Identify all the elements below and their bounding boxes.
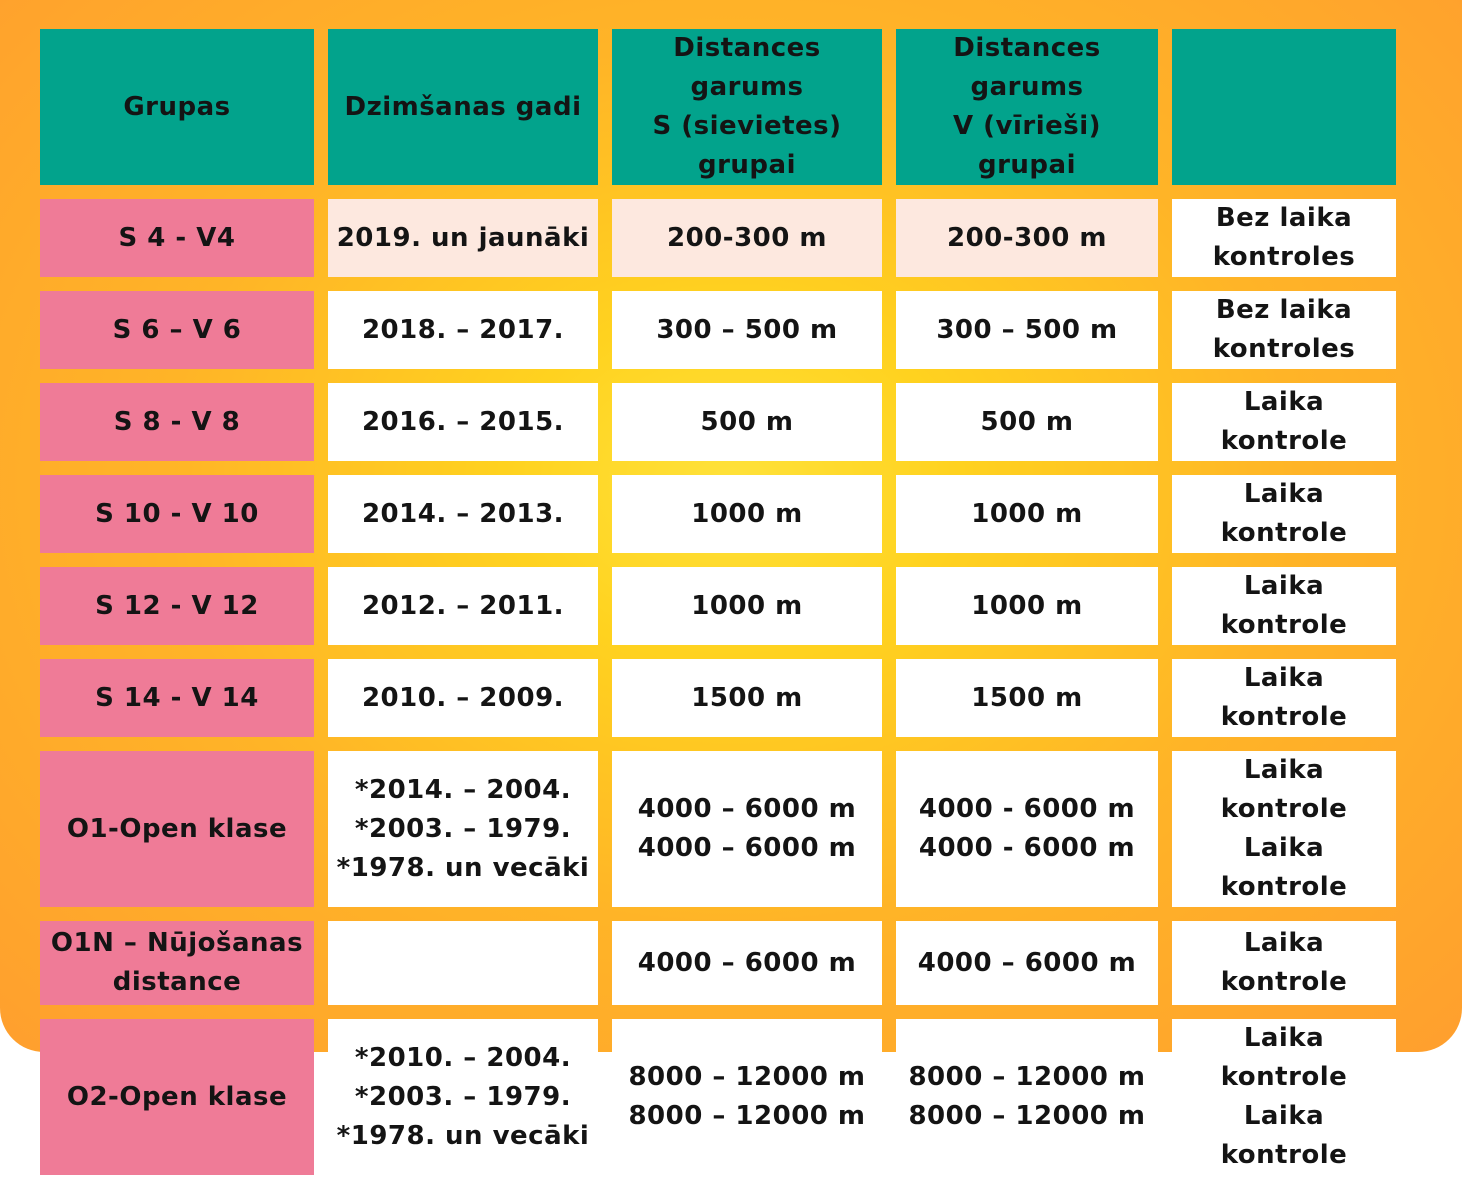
years-cell: 2019. un jaunāki [328, 199, 598, 277]
distance-v-cell: 1000 m [896, 475, 1158, 553]
years-cell: *2010. – 2004. *2003. – 1979. *1978. un … [328, 1019, 598, 1175]
distance-s-cell: 300 – 500 m [612, 291, 882, 369]
distance-s-cell: 4000 – 6000 m [612, 921, 882, 1005]
timing-cell: Laika kontrole [1172, 383, 1396, 461]
schedule-table: Grupas Dzimšanas gadi Distances garums S… [26, 15, 1410, 1189]
header-groups: Grupas [40, 29, 314, 185]
table-row: S 8 - V 8 2016. – 2015. 500 m 500 m Laik… [40, 383, 1396, 461]
timing-cell: Laika kontrole [1172, 567, 1396, 645]
group-cell: O1-Open klase [40, 751, 314, 907]
group-cell: S 8 - V 8 [40, 383, 314, 461]
years-cell: 2018. – 2017. [328, 291, 598, 369]
years-cell: 2010. – 2009. [328, 659, 598, 737]
years-cell: 2016. – 2015. [328, 383, 598, 461]
distance-s-cell: 8000 – 12000 m 8000 – 12000 m [612, 1019, 882, 1175]
header-timing [1172, 29, 1396, 185]
table-row: S 14 - V 14 2010. – 2009. 1500 m 1500 m … [40, 659, 1396, 737]
distance-s-cell: 500 m [612, 383, 882, 461]
group-cell: S 4 - V4 [40, 199, 314, 277]
distance-s-cell: 1000 m [612, 475, 882, 553]
table-row: S 6 – V 6 2018. – 2017. 300 – 500 m 300 … [40, 291, 1396, 369]
distance-v-cell: 200-300 m [896, 199, 1158, 277]
distance-v-cell: 4000 – 6000 m [896, 921, 1158, 1005]
distance-s-cell: 4000 – 6000 m 4000 – 6000 m [612, 751, 882, 907]
group-cell: S 10 - V 10 [40, 475, 314, 553]
years-cell [328, 921, 598, 1005]
years-cell: *2014. – 2004. *2003. – 1979. *1978. un … [328, 751, 598, 907]
header-row: Grupas Dzimšanas gadi Distances garums S… [40, 29, 1396, 185]
distance-v-cell: 1500 m [896, 659, 1158, 737]
table-row: O2-Open klase *2010. – 2004. *2003. – 19… [40, 1019, 1396, 1175]
distance-v-cell: 300 – 500 m [896, 291, 1158, 369]
distance-s-cell: 1000 m [612, 567, 882, 645]
group-cell: S 14 - V 14 [40, 659, 314, 737]
timing-cell: Bez laika kontroles [1172, 291, 1396, 369]
header-distance-v: Distances garums V (vīrieši) grupai [896, 29, 1158, 185]
years-cell: 2012. – 2011. [328, 567, 598, 645]
years-cell: 2014. – 2013. [328, 475, 598, 553]
distance-v-cell: 1000 m [896, 567, 1158, 645]
table-row: S 4 - V4 2019. un jaunāki 200-300 m 200-… [40, 199, 1396, 277]
group-cell: O2-Open klase [40, 1019, 314, 1175]
table-row: S 12 - V 12 2012. – 2011. 1000 m 1000 m … [40, 567, 1396, 645]
header-birth-years: Dzimšanas gadi [328, 29, 598, 185]
table-row: O1-Open klase *2014. – 2004. *2003. – 19… [40, 751, 1396, 907]
group-cell: S 12 - V 12 [40, 567, 314, 645]
timing-cell: Laika kontrole [1172, 921, 1396, 1005]
timing-cell: Laika kontrole Laika kontrole [1172, 1019, 1396, 1175]
timing-cell: Laika kontrole Laika kontrole [1172, 751, 1396, 907]
timing-cell: Laika kontrole [1172, 659, 1396, 737]
distance-s-cell: 200-300 m [612, 199, 882, 277]
table-row: S 10 - V 10 2014. – 2013. 1000 m 1000 m … [40, 475, 1396, 553]
distance-v-cell: 8000 – 12000 m 8000 – 12000 m [896, 1019, 1158, 1175]
distance-s-cell: 1500 m [612, 659, 882, 737]
distance-v-cell: 500 m [896, 383, 1158, 461]
timing-cell: Bez laika kontroles [1172, 199, 1396, 277]
group-cell: S 6 – V 6 [40, 291, 314, 369]
distance-v-cell: 4000 - 6000 m 4000 - 6000 m [896, 751, 1158, 907]
timing-cell: Laika kontrole [1172, 475, 1396, 553]
group-cell: O1N – Nūjošanas distance [40, 921, 314, 1005]
header-distance-s: Distances garums S (sievietes) grupai [612, 29, 882, 185]
table-row: O1N – Nūjošanas distance 4000 – 6000 m 4… [40, 921, 1396, 1005]
